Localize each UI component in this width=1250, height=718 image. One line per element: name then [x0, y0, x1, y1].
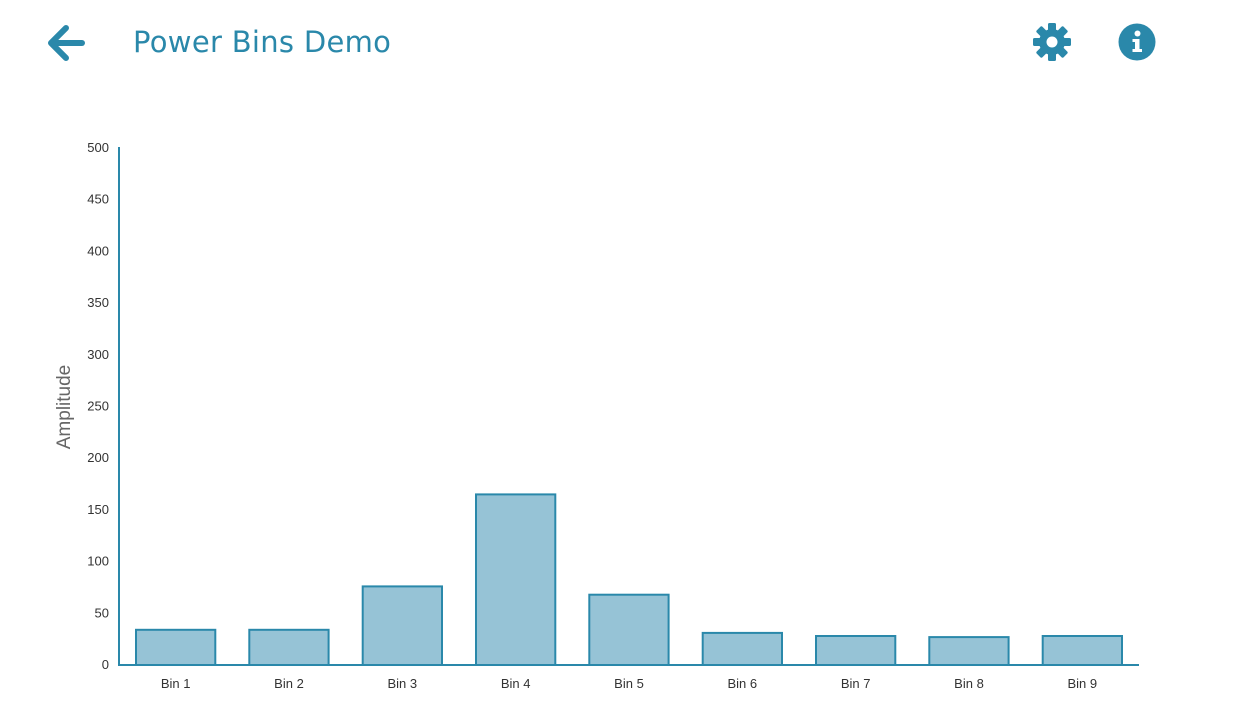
gear-icon: [1033, 23, 1071, 61]
bar-7[interactable]: [815, 635, 897, 666]
settings-button[interactable]: [1031, 21, 1073, 63]
info-button[interactable]: [1117, 22, 1157, 62]
chart-area: 0 50 100 150 200 250 300 350 400 450 500 Bin 1 Bin …: [0, 100, 1250, 718]
y-tick-label: 400: [87, 243, 109, 258]
x-tick-label: Bin 9: [1067, 676, 1097, 691]
y-axis-label: Amplitude: [54, 365, 75, 450]
bar-4[interactable]: [475, 493, 557, 666]
x-tick-label: Bin 6: [727, 676, 757, 691]
x-tick-label: Bin 5: [614, 676, 644, 691]
y-tick-label: 50: [95, 605, 109, 620]
arrow-left-icon: [48, 25, 85, 61]
bar-6[interactable]: [701, 631, 784, 667]
x-tick-label: Bin 1: [161, 676, 191, 691]
bar-1[interactable]: [135, 628, 217, 666]
info-icon: [1118, 23, 1156, 61]
y-tick-label: 350: [87, 295, 109, 310]
x-tick-label: Bin 4: [501, 676, 531, 691]
app-header: Power Bins Demo: [0, 0, 1250, 86]
x-tick-label: Bin 8: [954, 676, 984, 691]
y-tick-label: 100: [87, 554, 109, 569]
y-tick-label: 200: [87, 450, 109, 465]
bar-5[interactable]: [588, 593, 670, 667]
x-tick-label: Bin 2: [274, 676, 304, 691]
y-tick-label: 250: [87, 399, 109, 414]
y-tick-label: 150: [87, 502, 109, 517]
x-tick-label: Bin 3: [387, 676, 417, 691]
bar-3[interactable]: [361, 585, 444, 666]
bar-8[interactable]: [928, 636, 1010, 666]
bars: [135, 493, 1123, 667]
y-tick-label: 300: [87, 347, 109, 362]
page-title: Power Bins Demo: [133, 25, 392, 59]
y-tick-label: 0: [102, 657, 109, 672]
x-tick-label: Bin 7: [841, 676, 871, 691]
back-button[interactable]: [44, 22, 88, 64]
bar-9[interactable]: [1041, 635, 1123, 666]
y-tick-label: 450: [87, 192, 109, 207]
y-tick-label: 500: [87, 140, 109, 155]
x-axis-ticks: Bin 1 Bin 2 Bin 3 Bin 4 Bin 5 Bin 6 Bin 7 Bin 8…: [161, 676, 1097, 691]
y-axis-ticks: 0 50 100 150 200 250 300 350 400 450 500: [87, 140, 109, 672]
bar-2[interactable]: [248, 628, 330, 666]
